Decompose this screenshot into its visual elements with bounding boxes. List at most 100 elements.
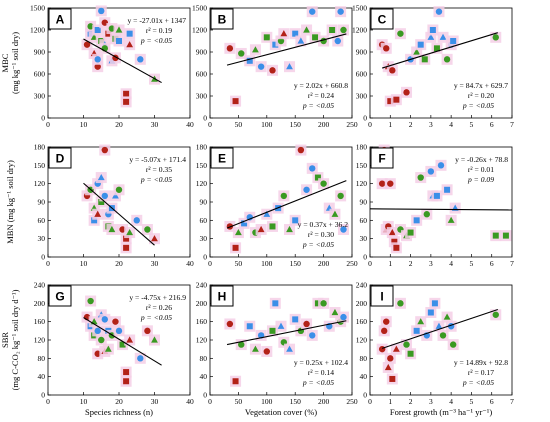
equation-line-2: p = <0.05 [140,175,172,184]
y-tick-label: 180 [34,143,46,152]
panel-label-box [210,285,234,307]
data-point-19 [334,37,341,45]
trend-line [381,308,498,349]
data-point-20 [137,355,144,362]
y-tick-label: 180 [356,143,368,152]
data-point-10 [280,30,288,37]
y-tick-label: 90 [38,198,46,207]
equation-line-0: y = 14.89x + 92.8 [454,358,508,367]
data-point-16 [312,34,319,41]
equation-line-1: r² = 0.30 [308,230,334,239]
y-tick-label: 120 [34,336,46,345]
x-tick-label: 3 [429,120,433,129]
y-tick-label: 200 [356,299,368,308]
panel-a: 0 300 600 900 1200 1500 0 10 20 30 40 y = -27.01x +… [30,4,194,130]
data-point-17 [320,180,327,187]
x-tick-label: 150 [290,259,302,268]
x-tick-label: 0 [368,397,372,406]
data-point-17 [123,369,130,376]
data-point-19 [331,210,339,217]
data-point-10 [413,327,420,334]
trend-line [83,182,155,246]
equation-line-1: r² = 0.20 [468,91,494,100]
data-point-4 [387,355,394,362]
equation-line-1: r² = 0.26 [146,303,172,312]
data-point-9 [277,322,285,329]
panel-f: 0 30 60 90 120 150 180 0 1 2 3 4 5 6 7 y = -0.26x + 78.… [356,143,514,269]
x-tick-label: 50 [235,397,243,406]
data-point-20 [337,8,344,15]
x-tick-label: 200 [318,259,330,268]
data-point-7 [393,244,400,251]
data-point-17 [123,235,130,242]
x-tick-label: 7 [510,397,514,406]
y-tick-label: 40 [200,372,208,381]
data-point-8 [403,341,410,348]
data-point-6 [94,327,101,335]
data-point-15 [435,8,443,15]
data-point-9 [101,192,109,200]
data-point-18 [116,38,122,44]
data-point-17 [320,300,327,307]
y-tick-label: 0 [363,391,367,400]
x-tick-label: 30 [151,397,159,406]
equation-line-2: p = <0.05 [462,101,494,110]
data-point-3 [387,98,394,105]
data-point-1 [87,297,94,305]
panel-label-box [370,147,394,169]
data-point-15 [309,332,316,339]
data-point-0 [226,320,234,328]
data-point-8 [101,146,109,154]
y-tick-label: 150 [356,161,368,170]
panel-label-box [370,285,394,307]
panel-label: C [378,13,387,27]
data-point-12 [427,33,435,40]
y-tick-label: 90 [200,198,208,207]
x-tick-label: 0 [208,120,212,129]
trend-line [226,320,347,346]
panel-g: 0 40 80 120 160 200 240 0 10 20 30 40 y = -4.75x + 2… [34,281,194,407]
y-tick-label: 30 [200,234,208,243]
data-point-10 [407,229,414,236]
panel-label: H [218,290,227,304]
y-tick-label: 150 [196,161,208,170]
y-tick-label: 1200 [192,26,207,35]
equation-line-0: y = -27.01x + 1347 [127,16,186,25]
data-point-4 [389,67,396,74]
x-tick-label: 100 [261,259,273,268]
trend-line [226,180,347,229]
data-point-0 [83,41,91,48]
data-point-0 [378,345,386,353]
data-point-22 [151,336,158,343]
data-point-16 [119,341,126,348]
data-point-11 [421,56,428,63]
data-point-16 [314,300,321,307]
data-point-2 [235,228,242,236]
data-point-19 [447,216,455,223]
x-tick-label: 0 [46,259,50,268]
y-axis-label: MBC [0,53,10,72]
data-point-23 [126,41,134,48]
data-point-6 [263,348,270,355]
data-point-6 [397,30,404,37]
data-point-12 [292,30,299,37]
y-tick-label: 30 [360,234,368,243]
data-point-17 [443,313,451,320]
trend-line [369,208,513,211]
panel-label-box [210,147,234,169]
y-tick-label: 200 [196,299,208,308]
data-point-21 [123,98,130,105]
panel-label: D [56,152,65,166]
y-axis-label: MBN (mg kg⁻¹ soil dry) [5,160,15,244]
x-tick-label: 10 [80,397,88,406]
x-tick-label: 1 [388,397,392,406]
y-tick-label: 1500 [30,4,45,13]
equation-line-2: p = <0.05 [302,240,334,249]
panel-label: I [380,290,383,304]
data-point-21 [144,226,151,233]
data-point-6 [97,173,105,181]
x-tick-label: 40 [186,397,194,406]
y-tick-label: 120 [356,179,368,188]
x-tick-label: 10 [80,120,88,129]
data-point-13 [429,27,436,33]
